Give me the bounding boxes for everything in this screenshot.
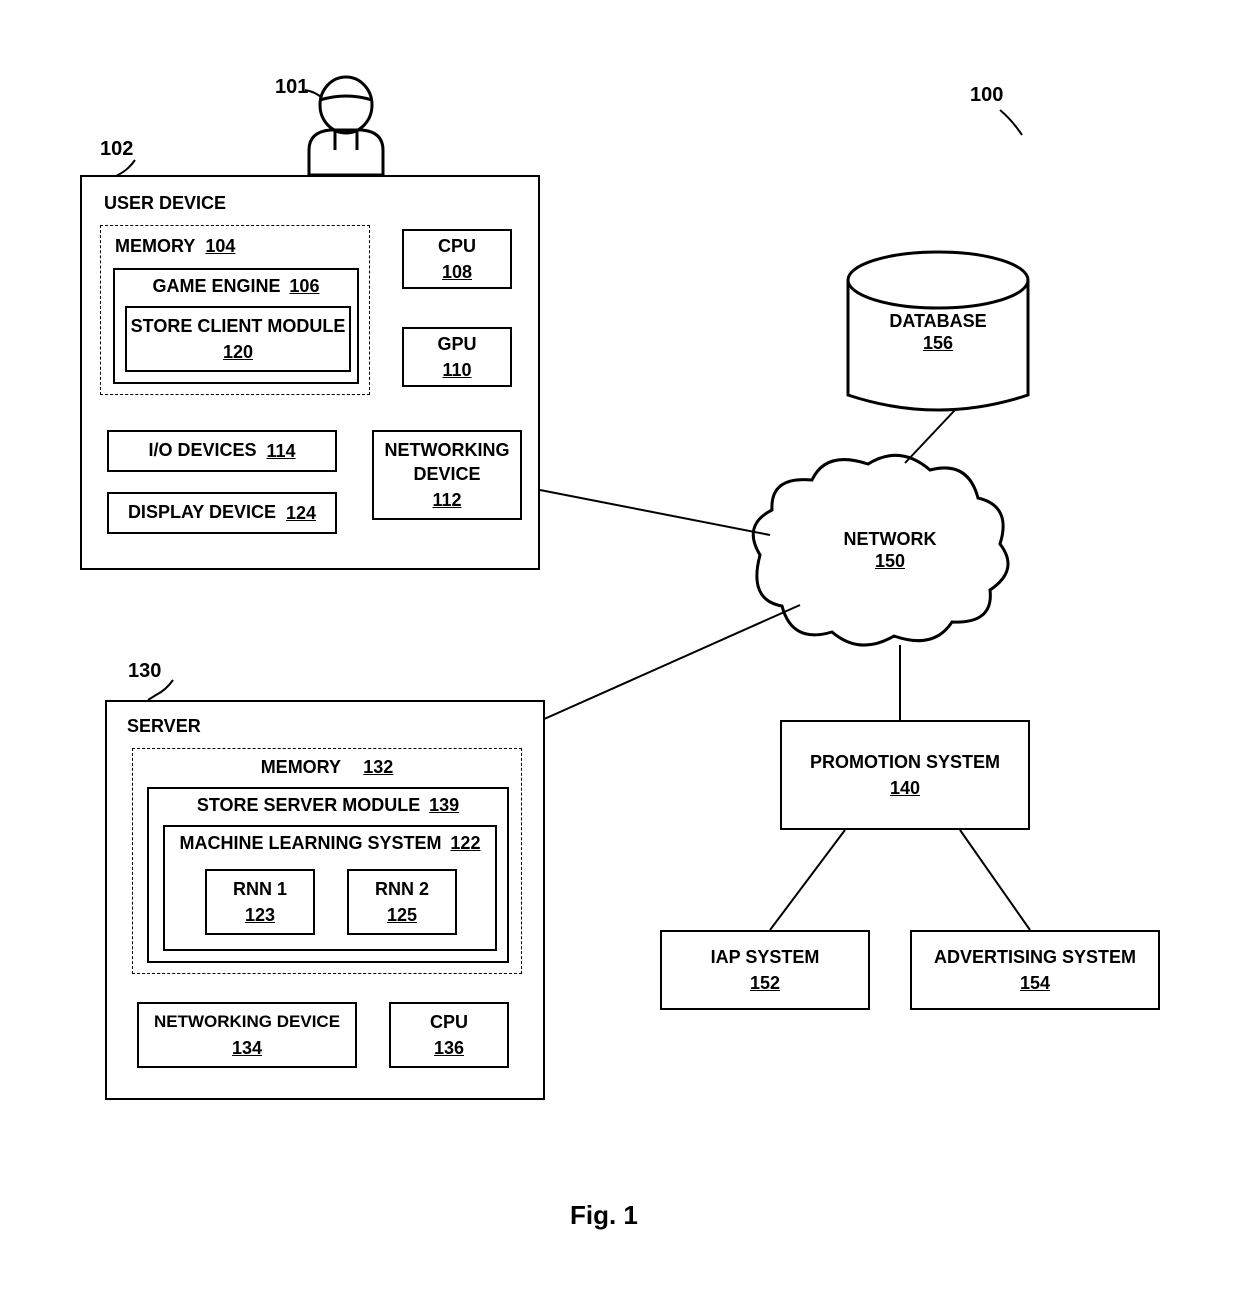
cpu-srv-ref: 136 bbox=[434, 1038, 464, 1059]
rnn1-box: RNN 1 123 bbox=[205, 869, 315, 935]
ref-user-device: 102 bbox=[100, 138, 133, 161]
database-label: DATABASE bbox=[848, 310, 1028, 333]
adv-box: ADVERTISING SYSTEM 154 bbox=[910, 930, 1160, 1010]
ref-system: 100 bbox=[970, 84, 1003, 107]
network-label: NETWORK bbox=[800, 528, 980, 551]
user-device-box: USER DEVICE MEMORY 104 GAME ENGINE 106 S… bbox=[80, 175, 540, 570]
promo-ref: 140 bbox=[890, 778, 920, 799]
cpu-ud-label: CPU bbox=[438, 235, 476, 258]
gpu-box: GPU 110 bbox=[402, 327, 512, 387]
memory-srv-ref: 132 bbox=[363, 757, 393, 777]
figure-caption: Fig. 1 bbox=[570, 1200, 638, 1231]
user-device-label: USER DEVICE bbox=[104, 193, 226, 213]
gpu-ref: 110 bbox=[442, 360, 471, 381]
store-client-ref: 120 bbox=[223, 342, 253, 363]
adv-label: ADVERTISING SYSTEM bbox=[934, 946, 1136, 969]
network-block: NETWORK 150 bbox=[800, 528, 980, 572]
game-engine-ref: 106 bbox=[289, 276, 319, 296]
net-dev-srv-box: NETWORKING DEVICE 134 bbox=[137, 1002, 357, 1068]
iap-ref: 152 bbox=[750, 973, 780, 994]
memory-ud-label: MEMORY bbox=[115, 236, 195, 257]
game-engine-box: GAME ENGINE 106 STORE CLIENT MODULE 120 bbox=[113, 268, 359, 384]
store-server-box: STORE SERVER MODULE 139 MACHINE LEARNING… bbox=[147, 787, 509, 963]
store-client-box: STORE CLIENT MODULE 120 bbox=[125, 306, 351, 372]
net-dev-srv-label: NETWORKING DEVICE bbox=[154, 1011, 340, 1033]
io-devices-ref: 114 bbox=[266, 441, 295, 462]
database-ref: 156 bbox=[848, 333, 1028, 354]
game-engine-label: GAME ENGINE bbox=[153, 276, 281, 296]
diagram-canvas: 101 100 102 130 DATABASE 156 NETWORK 150… bbox=[0, 0, 1240, 1315]
promo-box: PROMOTION SYSTEM 140 bbox=[780, 720, 1030, 830]
memory-ud-box: MEMORY 104 GAME ENGINE 106 STORE CLIENT … bbox=[100, 225, 370, 395]
rnn2-label: RNN 2 bbox=[375, 878, 429, 901]
store-client-label: STORE CLIENT MODULE bbox=[131, 315, 346, 338]
memory-srv-label: MEMORY bbox=[261, 757, 341, 777]
net-dev-srv-ref: 134 bbox=[232, 1038, 262, 1059]
memory-ud-ref: 104 bbox=[205, 236, 235, 257]
net-dev-ud-label: NETWORKING DEVICE bbox=[385, 439, 510, 486]
display-device-box: DISPLAY DEVICE 124 bbox=[107, 492, 337, 534]
network-ref: 150 bbox=[800, 551, 980, 572]
cpu-srv-box: CPU 136 bbox=[389, 1002, 509, 1068]
store-server-label: STORE SERVER MODULE bbox=[197, 795, 420, 815]
memory-srv-box: MEMORY 132 STORE SERVER MODULE 139 MACHI… bbox=[132, 748, 522, 974]
ref-user: 101 bbox=[275, 76, 308, 99]
ml-system-box: MACHINE LEARNING SYSTEM 122 RNN 1 123 RN bbox=[163, 825, 497, 951]
rnn1-ref: 123 bbox=[245, 905, 275, 926]
net-dev-ud-box: NETWORKING DEVICE 112 bbox=[372, 430, 522, 520]
display-device-label: DISPLAY DEVICE bbox=[128, 501, 276, 524]
rnn2-ref: 125 bbox=[387, 905, 417, 926]
database-block: DATABASE 156 bbox=[848, 310, 1028, 354]
rnn1-label: RNN 1 bbox=[233, 878, 287, 901]
cpu-ud-box: CPU 108 bbox=[402, 229, 512, 289]
cpu-ud-ref: 108 bbox=[442, 262, 472, 283]
user-icon bbox=[309, 77, 383, 175]
rnn2-box: RNN 2 125 bbox=[347, 869, 457, 935]
ml-system-label: MACHINE LEARNING SYSTEM bbox=[180, 833, 442, 853]
io-devices-box: I/O DEVICES 114 bbox=[107, 430, 337, 472]
iap-box: IAP SYSTEM 152 bbox=[660, 930, 870, 1010]
gpu-label: GPU bbox=[437, 333, 476, 356]
server-label: SERVER bbox=[127, 716, 201, 736]
display-device-ref: 124 bbox=[286, 503, 316, 524]
adv-ref: 154 bbox=[1020, 973, 1050, 994]
iap-label: IAP SYSTEM bbox=[711, 946, 820, 969]
store-server-ref: 139 bbox=[429, 795, 459, 815]
server-box: SERVER MEMORY 132 STORE SERVER MODULE 13… bbox=[105, 700, 545, 1100]
ml-system-ref: 122 bbox=[450, 833, 480, 853]
ref-server: 130 bbox=[128, 660, 161, 683]
net-dev-ud-ref: 112 bbox=[432, 490, 461, 511]
promo-label: PROMOTION SYSTEM bbox=[810, 751, 1000, 774]
io-devices-label: I/O DEVICES bbox=[148, 439, 256, 462]
cpu-srv-label: CPU bbox=[430, 1011, 468, 1034]
